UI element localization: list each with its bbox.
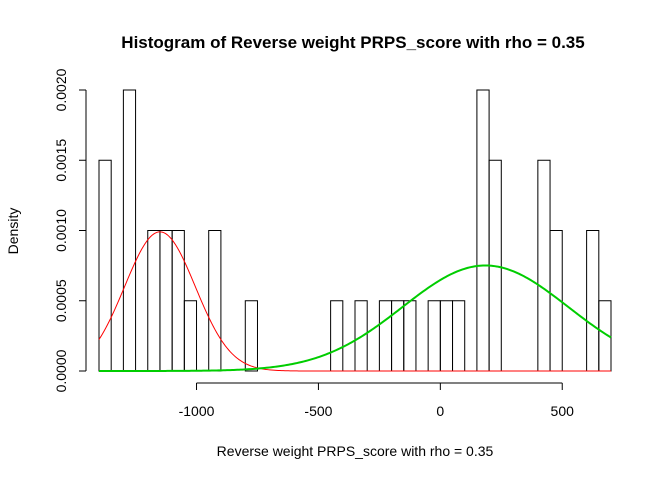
density-curves [98, 231, 612, 372]
histogram-bar [208, 230, 222, 372]
x-axis-label: Reverse weight PRPS_score with rho = 0.3… [217, 443, 494, 459]
y-axis-label: Density [5, 208, 21, 255]
histogram-bar [159, 230, 173, 372]
y-tick-label: 0.0020 [53, 68, 69, 111]
y-tick-label: 0.0005 [53, 279, 69, 322]
x-axis: -1000 -500 0 500 [179, 382, 575, 419]
y-tick-label: 0.0015 [53, 139, 69, 182]
x-tick-label: -1000 [179, 403, 215, 419]
histogram-bar [183, 300, 198, 372]
y-axis: 0.0000 0.0005 0.0010 0.0015 0.0020 [53, 68, 87, 392]
x-tick-label: -500 [304, 403, 332, 419]
x-tick-label: 0 [436, 403, 444, 419]
histogram-bar [403, 300, 417, 372]
histogram-bar [98, 159, 112, 372]
histogram-bar [171, 230, 185, 372]
histogram-bar [427, 300, 441, 372]
x-tick-label: 500 [551, 403, 575, 419]
histogram-bar [586, 230, 600, 372]
density-curve-1 [98, 231, 611, 372]
histogram-bar [378, 300, 393, 372]
histogram-bars [98, 89, 612, 372]
histogram-bar [147, 230, 161, 372]
chart-title: Histogram of Reverse weight PRPS_score w… [121, 33, 584, 52]
y-tick-label: 0.0010 [53, 209, 69, 252]
density-curve-2 [99, 264, 612, 372]
y-tick-label: 0.0000 [53, 349, 69, 392]
histogram-bar [330, 300, 344, 372]
histogram-bar [122, 89, 137, 372]
histogram-bar [476, 89, 490, 372]
histogram-bar [452, 300, 466, 372]
histogram-bar [439, 300, 454, 372]
histogram-bar [537, 159, 551, 372]
histogram-bar [244, 300, 258, 372]
